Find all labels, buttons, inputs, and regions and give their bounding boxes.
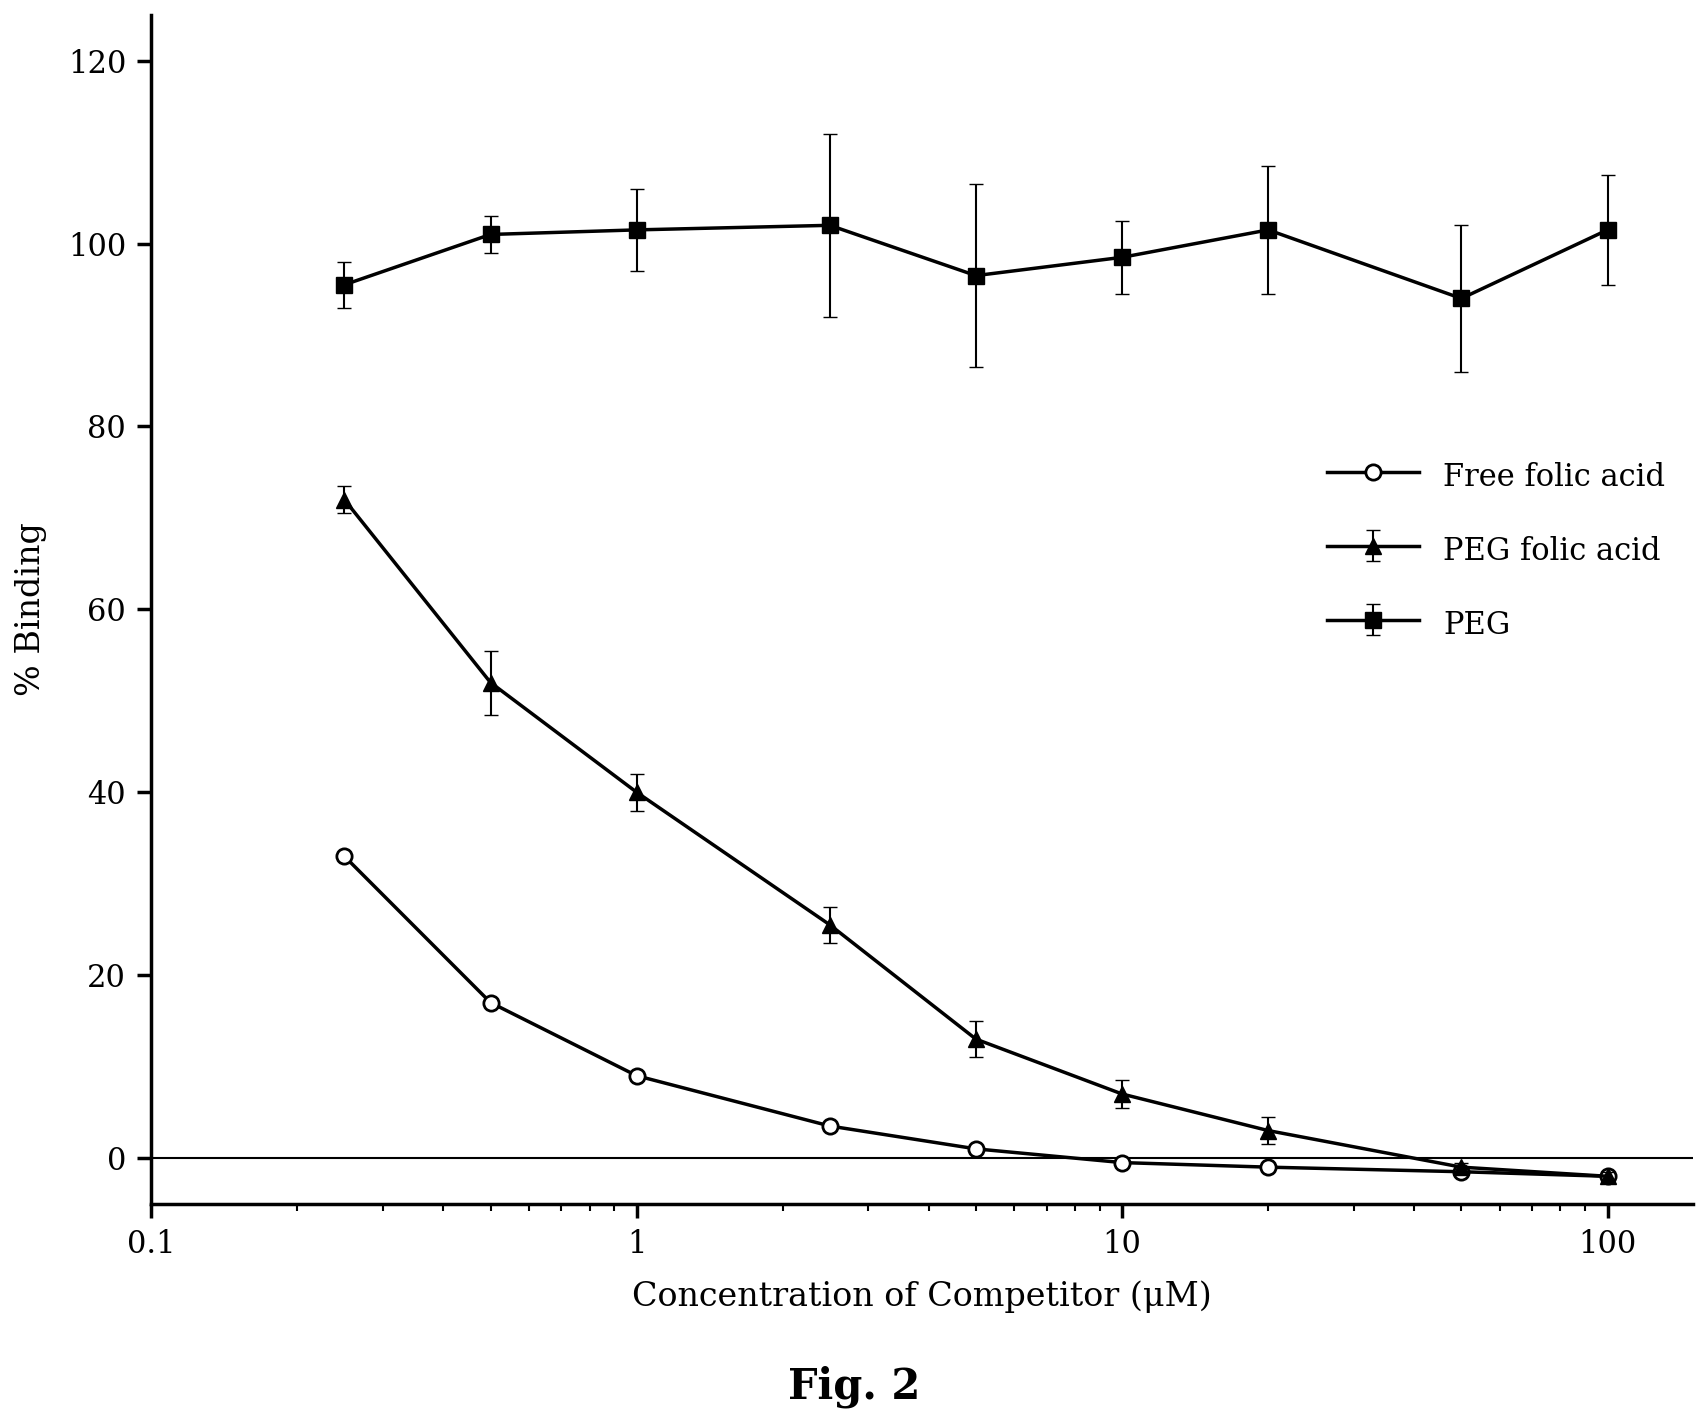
- Free folic acid: [1111, 1154, 1132, 1171]
- Free folic acid: [1451, 1163, 1471, 1180]
- Free folic acid: [480, 995, 500, 1012]
- Legend: Free folic acid, PEG folic acid, PEG: Free folic acid, PEG folic acid, PEG: [1314, 445, 1676, 654]
- Text: Fig. 2: Fig. 2: [787, 1366, 920, 1409]
- Free folic acid: [1596, 1167, 1617, 1184]
- Free folic acid: [626, 1067, 647, 1084]
- Free folic acid: [964, 1140, 985, 1157]
- Free folic acid: [819, 1118, 840, 1135]
- Free folic acid: [1258, 1159, 1279, 1176]
- Line: Free folic acid: Free folic acid: [336, 849, 1615, 1184]
- Y-axis label: % Binding: % Binding: [15, 523, 48, 697]
- Free folic acid: [335, 848, 355, 865]
- X-axis label: Concentration of Competitor (μM): Concentration of Competitor (μM): [632, 1280, 1212, 1313]
